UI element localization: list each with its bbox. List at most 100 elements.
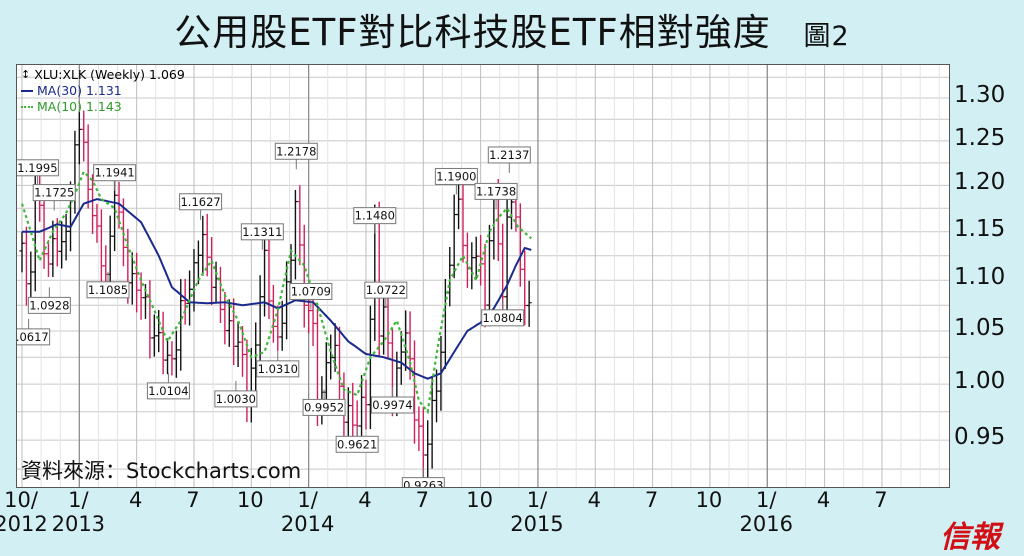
svg-text:0.9263: 0.9263 <box>403 479 443 487</box>
price-bar <box>204 213 210 277</box>
value-label: 0.9621 <box>335 426 379 453</box>
price-bar <box>85 124 91 209</box>
price-bar <box>160 311 166 375</box>
price-bar <box>500 223 506 313</box>
price-bar <box>19 231 25 273</box>
price-bar <box>301 224 307 328</box>
price-bar <box>297 185 303 266</box>
value-label: 1.0928 <box>27 287 71 314</box>
y-tick-label: 1.20 <box>954 169 1006 196</box>
x-tick-label: 1/2015 <box>510 488 564 536</box>
price-bar <box>363 379 369 430</box>
y-tick-label: 1.05 <box>954 314 1006 341</box>
price-bar <box>76 112 82 165</box>
price-bar <box>63 213 69 261</box>
price-bar <box>429 376 435 469</box>
price-bar <box>279 300 285 351</box>
legend-ma10-label: MA(10) 1.143 <box>37 99 122 114</box>
x-tick-label: 4 <box>358 488 372 512</box>
svg-text:1.0709: 1.0709 <box>291 284 331 298</box>
price-bar <box>45 240 51 277</box>
x-tick-label: 10 <box>695 488 723 512</box>
svg-text:0.9952: 0.9952 <box>304 400 344 414</box>
chart-title: 公用股ETF對比科技股ETF相對強度 圖2 <box>0 2 1024 56</box>
x-tick-label: 1/2016 <box>739 488 793 536</box>
svg-text:1.1900: 1.1900 <box>436 169 476 183</box>
svg-text:1.0104: 1.0104 <box>148 384 188 398</box>
price-bar <box>217 266 223 324</box>
value-label: 1.1311 <box>240 223 284 250</box>
price-bar <box>504 196 510 311</box>
svg-text:1.0928: 1.0928 <box>29 298 69 312</box>
value-label: 1.0104 <box>146 372 190 400</box>
price-bar <box>292 189 298 280</box>
svg-text:1.1311: 1.1311 <box>242 225 282 239</box>
svg-text:1.1738: 1.1738 <box>476 184 516 198</box>
bar-icon: ↕ <box>21 68 31 81</box>
price-bar <box>376 201 382 357</box>
value-label: 1.2137 <box>487 146 531 173</box>
value-label: 0.9974 <box>370 386 414 414</box>
value-label: 1.0030 <box>214 380 258 408</box>
value-label: 1.1725 <box>32 184 76 211</box>
svg-text:1.0617: 1.0617 <box>17 330 49 344</box>
value-label: 1.1085 <box>86 271 130 299</box>
source-note: 資料來源：Stockcharts.com <box>21 459 302 483</box>
price-bar <box>182 278 188 325</box>
x-tick-label: 1/2013 <box>51 488 106 536</box>
svg-text:1.2178: 1.2178 <box>276 144 316 158</box>
annotations: 1.0617 1.1995 1.0928 1.1725 1.1085 1.1941 1.01… <box>17 142 531 487</box>
value-label: 1.1738 <box>474 182 518 210</box>
legend-item-ma30: MA(30) 1.131 <box>21 83 185 99</box>
value-label: 0.9263 <box>401 467 445 487</box>
price-bar <box>98 209 104 282</box>
figure-label: 圖2 <box>803 21 850 52</box>
chart-title-text: 公用股ETF對比科技股ETF相對強度 <box>174 11 771 54</box>
svg-text:0.9974: 0.9974 <box>372 398 412 412</box>
ma10-line <box>20 169 533 415</box>
legend: ↕ XLU:XLK (Weekly) 1.069 MA(30) 1.131 MA… <box>21 67 185 115</box>
svg-text:1.0030: 1.0030 <box>216 392 256 406</box>
x-tick-label: 7 <box>415 488 429 512</box>
price-bar <box>147 280 153 359</box>
x-tick-label: 10 <box>466 488 493 512</box>
ma30-line <box>22 198 532 380</box>
price-bars <box>19 110 532 481</box>
price-bar <box>337 326 343 401</box>
svg-text:1.1085: 1.1085 <box>88 283 128 297</box>
price-bar <box>169 341 175 376</box>
y-tick-label: 1.15 <box>954 215 1006 242</box>
price-bar <box>469 242 475 290</box>
price-bar <box>195 240 201 285</box>
svg-text:0.9621: 0.9621 <box>337 437 377 451</box>
price-bar <box>270 284 276 343</box>
price-bar <box>72 130 78 214</box>
svg-text:1.0722: 1.0722 <box>366 283 406 297</box>
grid <box>17 65 949 487</box>
price-bar <box>187 270 193 326</box>
price-bar <box>129 252 135 305</box>
price-bar <box>200 215 206 276</box>
svg-text:1.1995: 1.1995 <box>17 161 57 175</box>
price-bar <box>526 280 532 327</box>
value-label: 1.0617 <box>17 318 51 346</box>
price-bar <box>28 251 34 305</box>
y-tick-label: 1.00 <box>954 368 1006 395</box>
svg-text:1.0310: 1.0310 <box>258 362 298 376</box>
svg-text:1.1627: 1.1627 <box>180 195 220 209</box>
plot-area: 1.0617 1.1995 1.0928 1.1725 1.1085 1.1941 1.01… <box>16 64 950 488</box>
svg-text:1.1725: 1.1725 <box>34 186 74 200</box>
price-bar <box>434 369 440 423</box>
svg-text:1.1941: 1.1941 <box>94 166 134 180</box>
price-bar <box>50 220 56 277</box>
price-bar <box>23 226 29 306</box>
svg-text:1.1480: 1.1480 <box>355 209 395 223</box>
legend-main-label: XLU:XLK (Weekly) 1.069 <box>34 67 185 82</box>
value-label: 1.1941 <box>93 164 137 191</box>
x-tick-label: 4 <box>128 488 143 512</box>
y-tick-label: 0.95 <box>954 424 1006 451</box>
ma10-swatch-icon <box>21 106 33 108</box>
x-tick-label: 7 <box>186 488 200 512</box>
ma30-swatch-icon <box>21 90 33 92</box>
price-bar <box>81 110 87 162</box>
